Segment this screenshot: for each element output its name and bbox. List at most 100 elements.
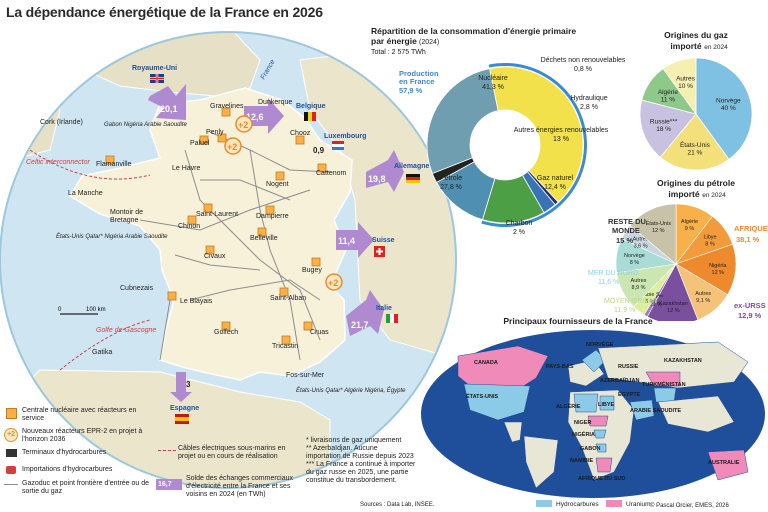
plant-label-tricastin: Tricastin	[272, 343, 298, 350]
land-usa	[463, 383, 531, 421]
primary-value-0: 41,3 %	[482, 84, 504, 91]
plant-label-saint-alban: Saint-Alban	[270, 295, 306, 302]
plant-label-nogent: Nogent	[266, 181, 289, 188]
land-canada	[457, 345, 549, 395]
footnote-4: *** La France a continué à importer	[306, 461, 416, 468]
legend-cable-text: Câbles électriques sous-marins en projet…	[178, 445, 286, 460]
oil-moyen-orient-val: 11,9 %	[614, 307, 635, 314]
slice-label-1: États-Unis	[680, 140, 711, 149]
label-celtic-interconnector: Celtic interconnector	[26, 159, 90, 166]
nuclear-plant-marker-11	[205, 245, 215, 255]
plant-label-penly: Penly	[206, 129, 224, 136]
oil-value-1: 8 %	[705, 241, 715, 247]
oil-reste-val: 15 %	[616, 236, 633, 245]
lng-note-west: États-Unis Qatar* Nigéria Arabie Saoudit…	[56, 233, 168, 240]
gas-chart: Origines du gaz importé en 2024 Norvège4…	[639, 30, 753, 171]
france-land	[68, 87, 353, 381]
epr2-bugey: +2	[328, 278, 338, 288]
label-italy: Italie	[376, 305, 392, 312]
primary-heading-1: Répartition de la consommation d'énergie…	[371, 26, 576, 36]
oil-reste-2: MONDE	[612, 226, 640, 235]
plant-label-civaux: Civaux	[204, 253, 226, 260]
nuclear-plant-marker-6	[275, 171, 285, 181]
primary-label-6: Pétrole	[440, 175, 462, 182]
world-label-azerbaidjan: AZERBAÏDJAN	[600, 377, 639, 384]
world-legend-hc-swatch	[536, 500, 552, 507]
nuclear-plant-marker-0	[221, 107, 231, 117]
scale-zero: 0	[58, 307, 62, 313]
world-legend-hc: Hydrocarbures	[556, 501, 599, 508]
world-label-afrique-du-sud: AFRIQUE DU SUD	[578, 476, 625, 482]
slice-value-2: 18 %	[656, 126, 671, 133]
terminal-label-dunkerque: Dunkerque	[258, 99, 292, 106]
nuclear-plant-marker-13	[279, 287, 289, 297]
label-cubnezais: Cubnezais	[120, 285, 154, 292]
land-turkmenistan	[653, 387, 677, 403]
land-mexico	[503, 421, 523, 443]
world-label-australie: AUSTRALIE	[708, 460, 740, 466]
flow-value-spain: 3	[186, 380, 191, 389]
world-label-egypte: ÉGYPTE	[618, 390, 641, 398]
slice-value-1: 21 %	[688, 149, 703, 156]
flow-value-switzerland: 11,4	[338, 236, 355, 246]
lng-notes: Gabon Nigéria Arabie Saoudite États-Unis…	[56, 122, 406, 394]
flow-switzerland	[336, 222, 374, 258]
legend-flow-icon: 16,7	[156, 479, 182, 490]
primary-donut-labels: Nucléaire 41,3 % Déchets non renouvelables…	[440, 57, 625, 236]
world-legend-u: Uranium	[626, 501, 651, 508]
flow-germany	[366, 150, 404, 192]
legend-flow-text: Solde des échanges commerciaux d'électri…	[186, 475, 294, 498]
plant-label-cattenom: Cattenom	[316, 170, 347, 177]
oil-label-8: Norvège	[624, 253, 645, 259]
oil-mer-du-nord-val: 11,6 %	[598, 279, 619, 286]
flow-value-italy: 21,7	[351, 320, 369, 330]
oil-value-8: 8 %	[630, 260, 640, 266]
slice-label-4: Autres	[676, 76, 696, 83]
oil-afrique: AFRIQUE	[734, 224, 768, 233]
flow-values: 20,1 12,6 19,8 11,4 21,7	[160, 104, 386, 330]
footnote-3: importation de Russie depuis 2023	[306, 453, 414, 460]
flow-value-belgium: 12,6	[246, 112, 264, 122]
oil-value-10: 12 %	[652, 228, 665, 234]
footnotes: * livraisons de gaz uniquement ** Azerba…	[306, 437, 416, 485]
gas-heading-1: Origines du gaz	[664, 30, 728, 40]
primary-value-1: 0,8 %	[574, 66, 592, 73]
oil-label-2: Nigéria	[709, 263, 727, 269]
footnote-1: * livraisons de gaz uniquement	[306, 437, 402, 444]
legend-cable-icon	[158, 450, 176, 451]
oil-year: en 2024	[702, 192, 726, 199]
nuclear-plant-marker-3	[105, 155, 115, 165]
world-land	[457, 341, 749, 489]
epr2-markers: +2 +2 +2	[224, 115, 343, 291]
oil-label-0: Algérie	[681, 219, 698, 225]
plant-label-cruas: Cruas	[310, 329, 329, 336]
primary-label-1: Déchets non renouvelables	[541, 57, 625, 64]
terminal-label-montoir-1: Montoir de	[110, 209, 143, 216]
plant-label-bugey: Bugey	[302, 267, 322, 274]
oil-value-4: 12 %	[667, 308, 680, 314]
flow-value-luxembourg: 0,9	[313, 146, 325, 155]
legend-pipeline-text: Gazoduc et point frontière d'entrée ou d…	[22, 480, 150, 495]
oil-reste-1: RESTE DU	[608, 217, 646, 226]
lng-note-south: États-Unis Qatar* Algérie Nigéria, Égypt…	[296, 387, 406, 394]
legend-terminal-text: Terminaux d'hydrocarbures	[22, 449, 107, 456]
plant-label-dampierre: Dampierre	[256, 213, 289, 220]
land-gabon	[595, 443, 607, 453]
lng-note-north: Gabon Nigéria Arabie Saoudite	[104, 122, 187, 128]
nuclear-plant-marker-1	[217, 133, 227, 143]
legend-pipeline-icon	[4, 484, 18, 485]
slice-label-2: Russie***	[650, 119, 678, 126]
land-russia	[597, 341, 749, 389]
oil-value-5: 0,9 %	[648, 302, 662, 308]
world-label-pays-bas: PAYS-BAS	[546, 364, 574, 370]
land-niger	[587, 415, 609, 427]
flow-value-germany: 19,8	[368, 174, 386, 184]
label-switzerland: Suisse	[372, 237, 395, 244]
flow-italy	[346, 290, 384, 336]
slice-1	[659, 113, 730, 171]
oil-mer-du-nord: MER DU NORD	[588, 270, 638, 277]
terminal-label-fos: Fos-sur-Mer	[286, 372, 325, 379]
oil-label-5: Azer.**	[646, 295, 664, 301]
